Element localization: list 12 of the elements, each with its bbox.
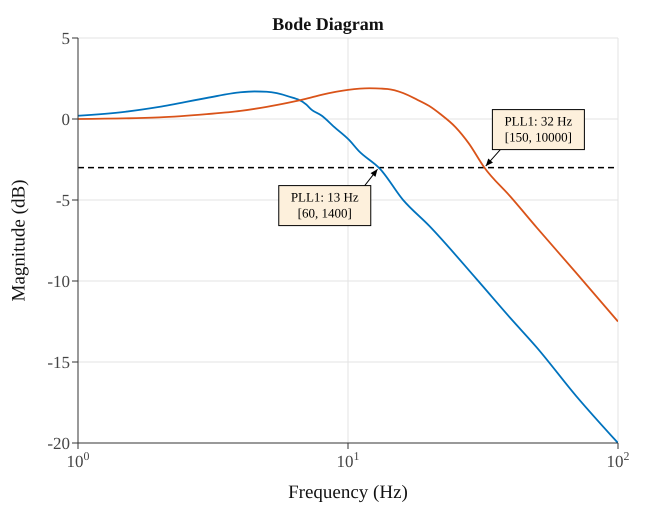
- y-tick-label: 5: [62, 29, 70, 48]
- x-axis-title: Frequency (Hz): [288, 482, 408, 503]
- y-tick-label: -10: [47, 272, 70, 292]
- y-axis-title: Magnitude (dB): [8, 180, 30, 302]
- y-tick-label: 0: [62, 110, 70, 130]
- annotation: PLL1: 32 Hz [150, 10000]: [504, 114, 573, 145]
- chart-title: Bode Diagram: [272, 14, 384, 34]
- y-tick-label: -5: [56, 191, 70, 210]
- x-tick-label: 10$^{1}$: [336, 449, 360, 471]
- x-tick-label: 10$^{2}$: [606, 449, 630, 471]
- annotation: PLL1: 13 Hz [60, 1400]: [290, 190, 359, 221]
- y-tick-label: -15: [47, 353, 70, 372]
